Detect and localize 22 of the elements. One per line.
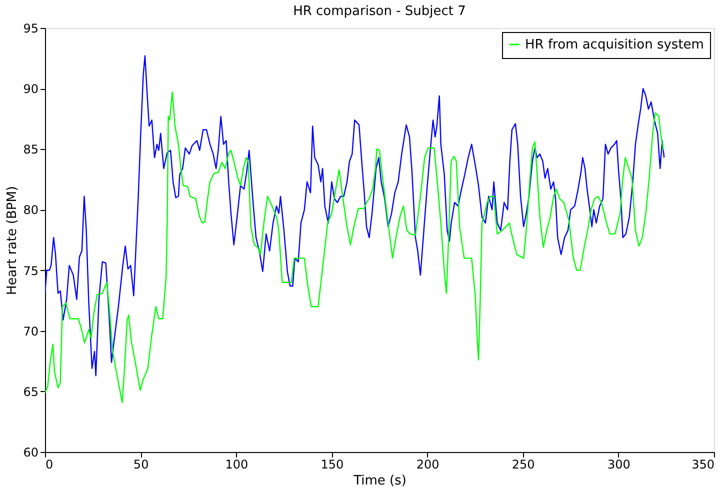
line-series — [45, 92, 664, 403]
x-tick-label: 50 — [133, 458, 149, 472]
x-tick-label: 200 — [416, 458, 440, 472]
legend-label: HR from acquisition system — [525, 38, 704, 52]
y-tick-label: 70 — [23, 324, 38, 338]
y-tick-label: 80 — [23, 203, 38, 218]
y-tick-label: 60 — [23, 446, 38, 460]
x-axis-title: Time (s) — [352, 474, 406, 488]
chart-title: HR comparison - Subject 7 — [293, 4, 466, 19]
y-tick-label: 75 — [23, 264, 38, 278]
x-tick-label: 300 — [607, 458, 630, 472]
x-tick-label: 350 — [692, 458, 714, 472]
y-tick-label: 65 — [23, 384, 38, 399]
y-tick-label: 85 — [23, 142, 38, 157]
x-tick-label: 0 — [46, 458, 54, 472]
line-series — [45, 55, 665, 376]
x-tick-label: 100 — [225, 458, 248, 472]
x-tick-label: 150 — [320, 458, 344, 472]
y-axis-title: Heart rate (BPM) — [5, 186, 20, 295]
y-tick-label: 90 — [23, 82, 38, 96]
x-tick-label: 250 — [512, 458, 535, 472]
y-tick-label: 95 — [23, 22, 38, 36]
